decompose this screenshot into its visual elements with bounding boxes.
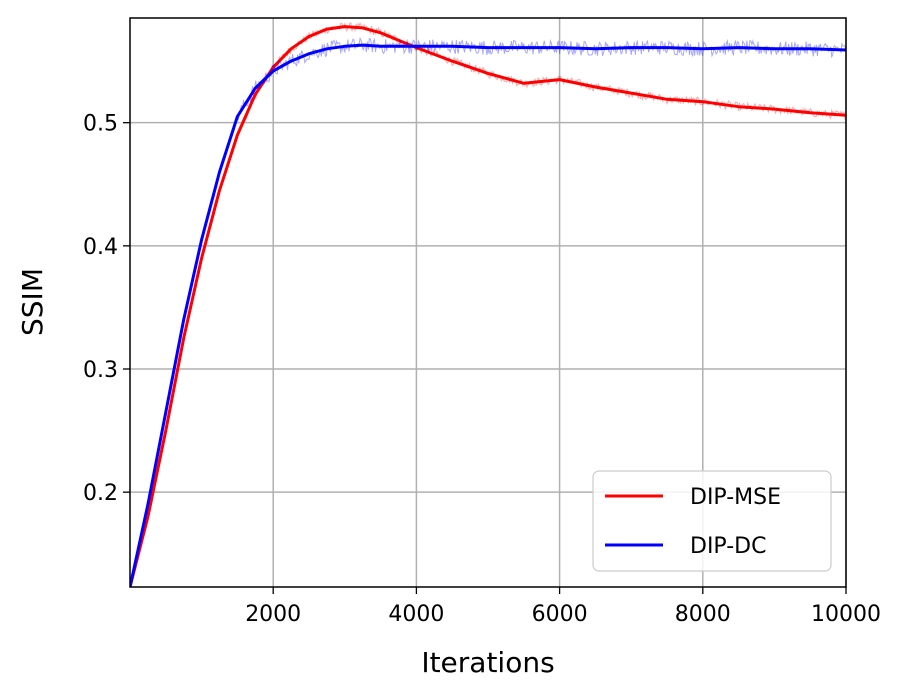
series-line-dip-dc bbox=[130, 43, 846, 587]
legend: DIP-MSE DIP-DC bbox=[592, 470, 832, 572]
y-axis-label: SSIM bbox=[16, 268, 49, 336]
series-layer bbox=[130, 21, 846, 587]
y-tick-label: 0.2 bbox=[83, 481, 118, 506]
legend-label-dip-mse: DIP-MSE bbox=[690, 485, 781, 510]
x-axis-label: Iterations bbox=[421, 646, 554, 679]
x-tick-label: 6000 bbox=[532, 602, 588, 627]
x-tick-label: 8000 bbox=[675, 602, 731, 627]
x-tick-label: 4000 bbox=[388, 602, 444, 627]
plot-frame bbox=[129, 17, 847, 588]
y-tick-label: 0.5 bbox=[83, 112, 118, 137]
x-tick-label: 10000 bbox=[811, 602, 881, 627]
x-tick-label: 2000 bbox=[245, 602, 301, 627]
y-tick-label: 0.3 bbox=[83, 358, 118, 383]
y-tick-label: 0.4 bbox=[83, 235, 118, 260]
legend-label-dip-dc: DIP-DC bbox=[690, 534, 766, 559]
ticks: 2000 4000 6000 8000 10000 0.2 0.3 0.4 0.5 bbox=[83, 112, 881, 627]
series-line-dip-mse bbox=[130, 25, 846, 587]
